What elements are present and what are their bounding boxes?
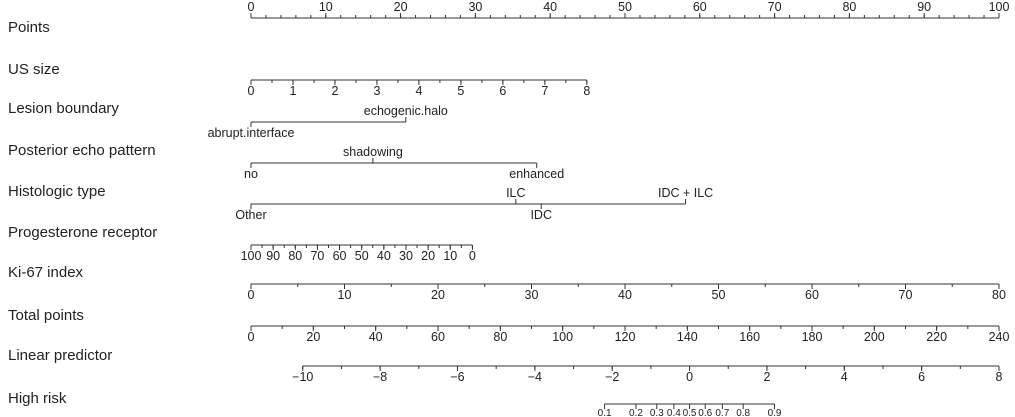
high_risk-tick-label: 0.3 [650, 408, 664, 417]
histologic_type-level-label: Other [235, 208, 266, 222]
points-tick-label: 70 [768, 0, 782, 14]
total_points-tick-label: 220 [926, 330, 947, 344]
total_points-tick-label: 40 [369, 330, 383, 344]
ki67-tick-label: 80 [992, 288, 1006, 302]
progesterone-tick-label: 100 [241, 249, 262, 263]
histologic_type-level-label: IDC [530, 208, 552, 222]
ki67-tick-label: 10 [338, 288, 352, 302]
ki67-tick-label: 60 [805, 288, 819, 302]
row-label-high_risk: High risk [8, 390, 67, 407]
points-tick-label: 0 [248, 0, 255, 14]
total_points-tick-label: 80 [493, 330, 507, 344]
progesterone-tick-label: 80 [288, 249, 302, 263]
linear_predictor-tick-label: 6 [918, 370, 925, 384]
row-label-linear_predictor: Linear predictor [8, 347, 112, 364]
ki67-tick-label: 30 [525, 288, 539, 302]
ki67-tick-label: 50 [712, 288, 726, 302]
us_size-tick-label: 6 [499, 84, 506, 98]
points-tick-label: 90 [917, 0, 931, 14]
lesion_boundary-level-label: abrupt.interface [208, 126, 295, 140]
total_points-tick-label: 20 [306, 330, 320, 344]
total_points-tick-label: 240 [989, 330, 1010, 344]
us_size-tick-label: 2 [331, 84, 338, 98]
progesterone-tick-label: 0 [469, 249, 476, 263]
us_size-tick-label: 1 [290, 84, 297, 98]
linear_predictor-tick-label: 0 [686, 370, 693, 384]
high_risk-tick-label: 0.5 [683, 408, 697, 417]
total_points-tick-label: 120 [615, 330, 636, 344]
total_points-tick-label: 160 [739, 330, 760, 344]
high_risk-tick-label: 0.2 [629, 408, 643, 417]
high_risk-tick-label: 0.4 [667, 408, 681, 417]
row-label-us_size: US size [8, 61, 60, 78]
row-label-total_points: Total points [8, 307, 84, 324]
posterior_echo-level-label: shadowing [343, 145, 403, 159]
linear_predictor-tick-label: −4 [528, 370, 542, 384]
us_size-tick-label: 4 [415, 84, 422, 98]
progesterone-tick-label: 40 [377, 249, 391, 263]
progesterone-tick-label: 20 [421, 249, 435, 263]
ki67-tick-label: 0 [248, 288, 255, 302]
high_risk-tick-label: 0.7 [715, 408, 729, 417]
row-label-lesion_boundary: Lesion boundary [8, 100, 119, 117]
high_risk-tick-label: 0.1 [598, 408, 612, 417]
row-label-ki67: Ki-67 index [8, 264, 84, 281]
points-tick-label: 60 [693, 0, 707, 14]
points-tick-label: 40 [543, 0, 557, 14]
points-tick-label: 80 [842, 0, 856, 14]
row-label-posterior_echo: Posterior echo pattern [8, 142, 156, 159]
linear_predictor-tick-label: 4 [841, 370, 848, 384]
total_points-tick-label: 60 [431, 330, 445, 344]
progesterone-tick-label: 30 [399, 249, 413, 263]
ki67-tick-label: 70 [899, 288, 913, 302]
total_points-tick-label: 180 [802, 330, 823, 344]
linear_predictor-tick-label: −2 [605, 370, 619, 384]
high_risk-tick-label: 0.9 [768, 408, 782, 417]
row-label-points: Points [8, 19, 50, 36]
progesterone-tick-label: 90 [266, 249, 280, 263]
points-tick-label: 50 [618, 0, 632, 14]
linear_predictor-tick-label: −8 [373, 370, 387, 384]
total_points-tick-label: 100 [552, 330, 573, 344]
lesion_boundary-level-label: echogenic.halo [364, 104, 448, 118]
progesterone-tick-label: 60 [333, 249, 347, 263]
posterior_echo-level-label: enhanced [509, 167, 564, 181]
total_points-tick-label: 0 [248, 330, 255, 344]
total_points-tick-label: 200 [864, 330, 885, 344]
linear_predictor-tick-label: −6 [450, 370, 464, 384]
progesterone-tick-label: 50 [355, 249, 369, 263]
ki67-tick-label: 20 [431, 288, 445, 302]
linear_predictor-tick-label: 8 [996, 370, 1003, 384]
us_size-tick-label: 3 [373, 84, 380, 98]
us_size-tick-label: 7 [541, 84, 548, 98]
row-label-progesterone: Progesterone receptor [8, 224, 157, 241]
histologic_type-level-label: IDC + ILC [658, 186, 713, 200]
total_points-tick-label: 140 [677, 330, 698, 344]
progesterone-tick-label: 10 [443, 249, 457, 263]
posterior_echo-level-label: no [244, 167, 258, 181]
points-tick-label: 20 [394, 0, 408, 14]
high_risk-tick-label: 0.8 [736, 408, 750, 417]
progesterone-tick-label: 70 [310, 249, 324, 263]
points-tick-label: 100 [989, 0, 1010, 14]
row-label-histologic_type: Histologic type [8, 183, 106, 200]
histologic_type-level-label: ILC [506, 186, 525, 200]
us_size-tick-label: 8 [583, 84, 590, 98]
points-tick-label: 10 [319, 0, 333, 14]
us_size-tick-label: 0 [248, 84, 255, 98]
ki67-tick-label: 40 [618, 288, 632, 302]
linear_predictor-tick-label: −10 [292, 370, 313, 384]
points-tick-label: 30 [468, 0, 482, 14]
linear_predictor-tick-label: 2 [763, 370, 770, 384]
us_size-tick-label: 5 [457, 84, 464, 98]
high_risk-tick-label: 0.6 [698, 408, 712, 417]
